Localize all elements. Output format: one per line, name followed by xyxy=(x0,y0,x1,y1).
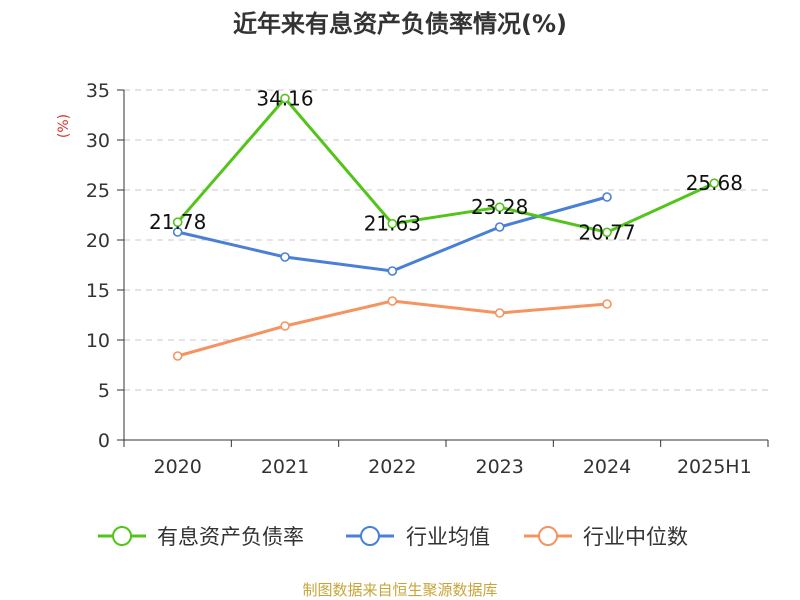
data-point[interactable] xyxy=(494,222,505,232)
y-tick-label: 10 xyxy=(86,330,110,352)
series-2 xyxy=(172,296,612,361)
data-point[interactable] xyxy=(602,192,612,202)
x-tick-label: 2025H1 xyxy=(677,456,752,478)
data-point[interactable] xyxy=(280,93,290,104)
x-tick-label: 2021 xyxy=(261,456,309,478)
legend[interactable]: 有息资产负债率 行业均值 行业中位数 xyxy=(98,525,688,549)
data-point[interactable] xyxy=(387,266,398,276)
grid xyxy=(124,89,768,391)
x-tick-label: 2020 xyxy=(153,456,201,478)
x-tick-label: 2023 xyxy=(475,456,523,478)
data-label: 21.78 xyxy=(149,210,206,234)
data-point[interactable] xyxy=(387,218,398,229)
legend-label: 行业均值 xyxy=(406,525,490,549)
data-label: 20.77 xyxy=(578,220,635,244)
legend-item-0[interactable]: 有息资产负债率 xyxy=(98,525,304,549)
x-tick-label: 2022 xyxy=(368,456,416,478)
series-0 xyxy=(172,93,720,238)
data-point[interactable] xyxy=(602,227,612,238)
legend-label: 有息资产负债率 xyxy=(157,525,304,549)
legend-label: 行业中位数 xyxy=(583,525,688,549)
y-tick-label: 35 xyxy=(86,80,110,102)
data-point[interactable] xyxy=(387,296,398,306)
data-point[interactable] xyxy=(280,321,290,331)
series-line xyxy=(176,96,715,234)
chart-title: 近年来有息资产负债率情况(%) xyxy=(233,10,567,38)
data-label: 23.28 xyxy=(471,195,528,219)
data-point[interactable] xyxy=(280,252,290,262)
legend-item-1[interactable]: 行业均值 xyxy=(346,525,490,549)
source-note: 制图数据来自恒生聚源数据库 xyxy=(302,581,497,599)
y-tick-label: 0 xyxy=(98,430,110,452)
axes: 0 5 10 15 20 25 30 35 2020 2021 2022 2023 2024 2025H1 xyxy=(86,80,769,478)
data-point[interactable] xyxy=(494,308,505,318)
y-tick-label: 20 xyxy=(86,230,110,252)
data-label: 25.68 xyxy=(686,171,743,195)
data-point[interactable] xyxy=(602,299,612,309)
series-line xyxy=(177,299,608,358)
data-point[interactable] xyxy=(172,217,183,227)
y-tick-label: 30 xyxy=(86,130,110,152)
legend-marker xyxy=(360,526,380,546)
legend-marker xyxy=(112,526,132,546)
series-group xyxy=(172,93,720,361)
legend-marker xyxy=(538,526,558,546)
y-tick-label: 25 xyxy=(86,180,110,202)
data-point[interactable] xyxy=(494,202,505,212)
data-point[interactable] xyxy=(172,351,183,361)
legend-item-2[interactable]: 行业中位数 xyxy=(524,525,688,549)
data-point[interactable] xyxy=(172,227,183,237)
x-tick-label: 2024 xyxy=(583,456,631,478)
data-label: 34.16 xyxy=(256,86,313,110)
y-tick-label: 5 xyxy=(98,380,110,402)
y-axis-label: (%) xyxy=(56,114,72,138)
data-point[interactable] xyxy=(709,178,720,188)
data-labels: 21.78 34.16 21.63 23.28 20.77 25.68 xyxy=(149,86,743,244)
data-label: 21.63 xyxy=(364,212,421,236)
y-tick-label: 15 xyxy=(86,280,110,302)
